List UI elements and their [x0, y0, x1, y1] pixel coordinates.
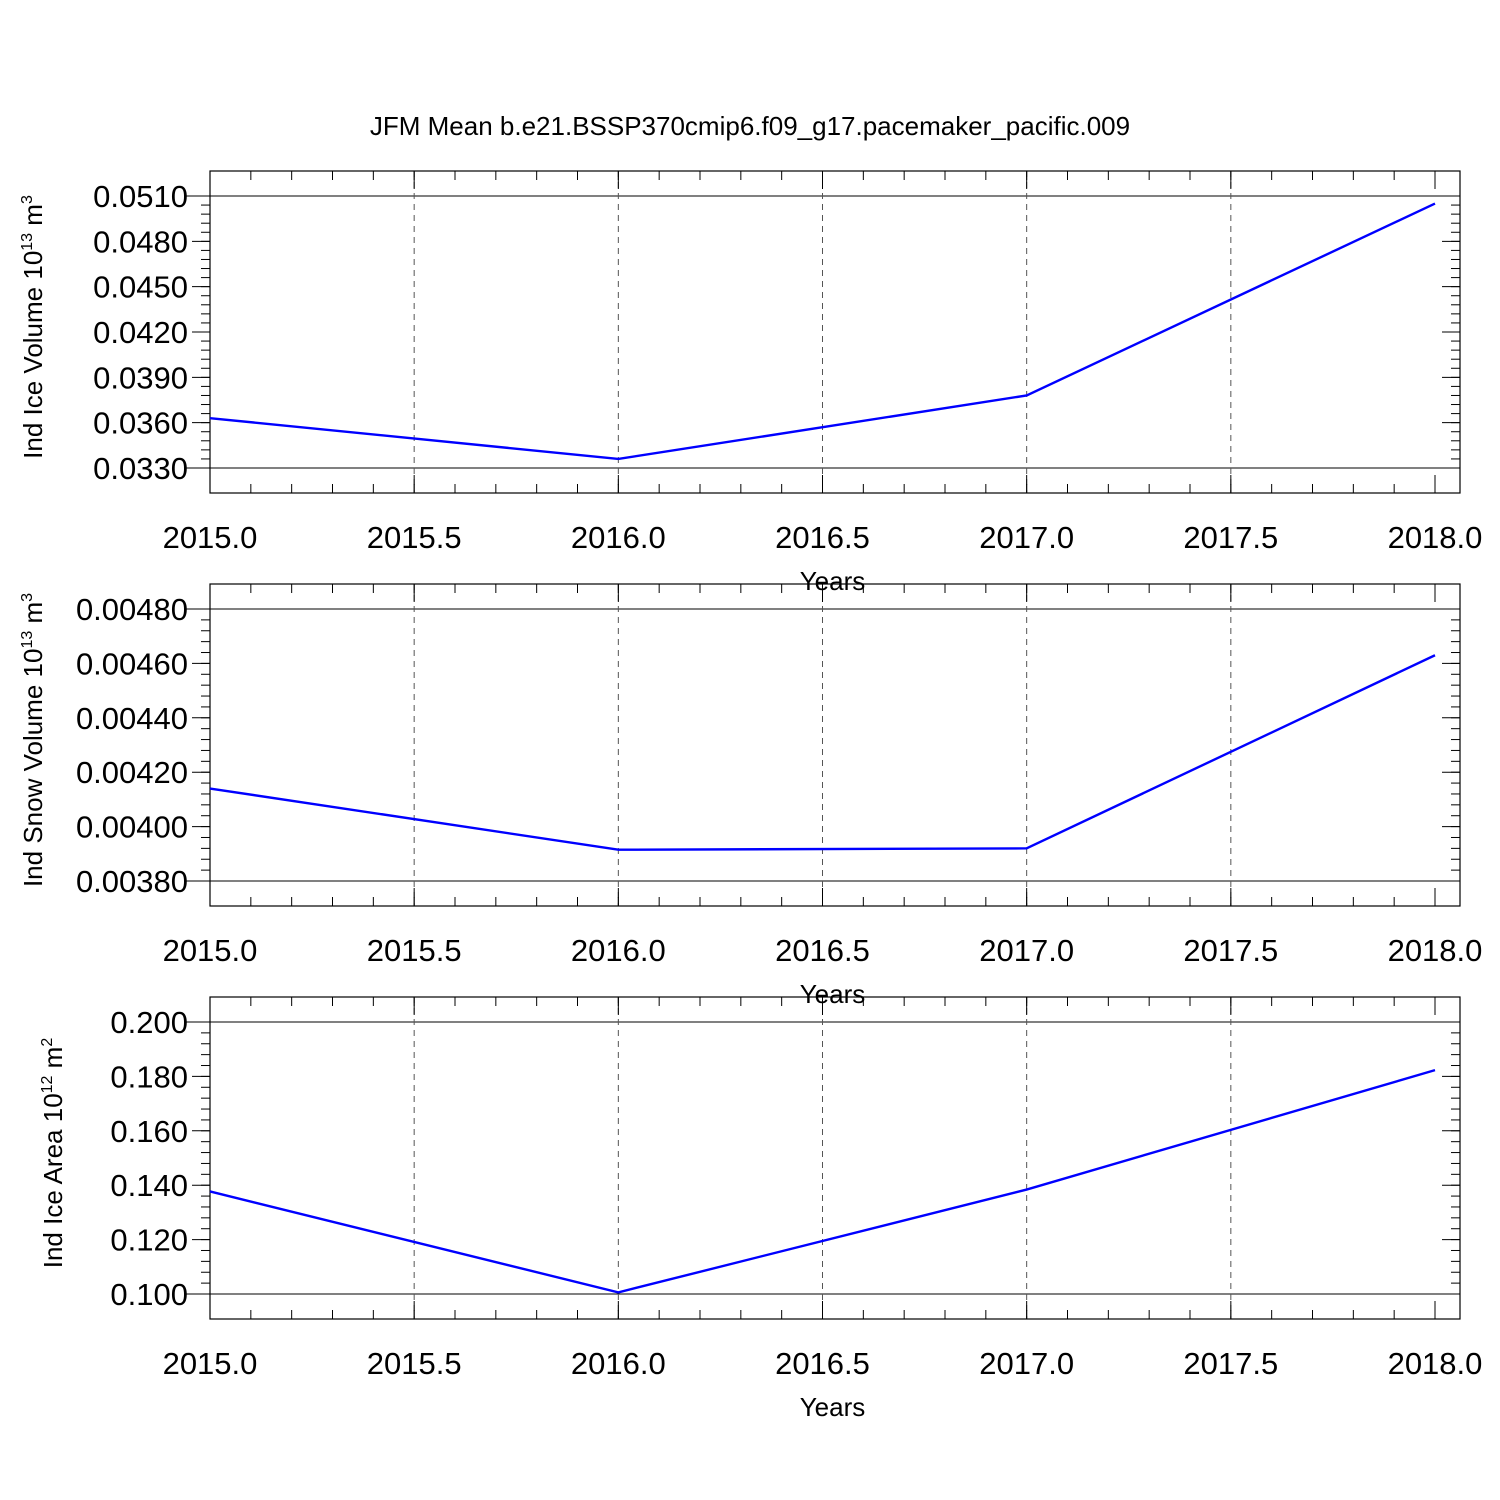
chart-panel-1: 2015.0 2015.5 2016.0 2016.5 2017.0 2017.5 2018…: [18, 170, 1483, 596]
y-axis-title-base: Ind Ice Volume 10: [18, 251, 48, 459]
y-tick-label: 0.160: [110, 1114, 188, 1149]
y-tick-label: 0.0450: [93, 270, 188, 305]
series-line-1: [209, 1068, 1436, 1294]
x-tick-label: 2015.0: [163, 933, 258, 968]
figure-title: JFM Mean b.e21.BSSP370cmip6.f09_g17.pace…: [370, 111, 1130, 141]
y-tick-label: 0.00480: [76, 592, 188, 627]
y-tick-label: 0.120: [110, 1223, 188, 1258]
x-tick-label: 2016.0: [571, 933, 666, 968]
y-axis-title-unit-exponent: 3: [19, 593, 36, 602]
y-tick-label: 0.0390: [93, 360, 188, 395]
x-axis-title: Years: [800, 979, 866, 1009]
x-tick-label: 2017.5: [1183, 520, 1278, 555]
x-tick-label: 2017.5: [1183, 933, 1278, 968]
series-line-1: [209, 202, 1436, 461]
y-axis-title-unit: m: [18, 602, 48, 631]
x-tick-label: 2016.0: [571, 1346, 666, 1381]
y-tick-label: 0.00460: [76, 646, 188, 681]
y-axis-title-unit-exponent: 2: [39, 1038, 56, 1047]
y-tick-label: 0.0420: [93, 315, 188, 350]
y-axis-title-base: Ind Snow Volume 10: [18, 649, 48, 888]
y-axis-title: Ind Snow Volume 1013 m3: [18, 593, 48, 887]
x-tick-label: 2017.0: [979, 933, 1074, 968]
y-axis-title: Ind Ice Volume 1013 m3: [18, 195, 48, 459]
y-tick-label: 0.0360: [93, 406, 188, 441]
x-tick-label: 2018.0: [1388, 520, 1483, 555]
chart-panel-2: 2015.0 2015.5 2016.0 2016.5 2017.0 2017.5 2018…: [18, 583, 1483, 1009]
plot-frame: [209, 996, 1461, 1320]
x-tick-label: 2016.5: [775, 1346, 870, 1381]
y-axis-title-unit-exponent: 3: [19, 195, 36, 204]
x-tick-label: 2016.5: [775, 520, 870, 555]
x-tick-label: 2016.5: [775, 933, 870, 968]
x-tick-label: 2017.0: [979, 520, 1074, 555]
x-tick-label: 2015.0: [163, 520, 258, 555]
plot-frame: [209, 170, 1461, 494]
y-tick-label: 0.200: [110, 1005, 188, 1040]
x-tick-label: 2017.5: [1183, 1346, 1278, 1381]
x-tick-label: 2017.0: [979, 1346, 1074, 1381]
y-tick-label: 0.140: [110, 1168, 188, 1203]
y-axis-title-exponent: 12: [39, 1075, 56, 1093]
y-tick-label: 0.0330: [93, 451, 188, 486]
x-axis-title: Years: [800, 1392, 866, 1422]
chart-panel-3: 2015.0 2015.5 2016.0 2016.5 2017.0 2017.5 2018…: [38, 996, 1483, 1422]
series-line-1: [209, 654, 1436, 851]
y-tick-label: 0.0510: [93, 179, 188, 214]
y-axis-title-unit: m: [18, 204, 48, 233]
y-tick-label: 0.00420: [76, 755, 188, 790]
x-tick-label: 2015.5: [367, 520, 462, 555]
y-axis-title-exponent: 13: [19, 631, 36, 649]
y-axis-title-unit: m: [38, 1047, 68, 1076]
x-tick-label: 2015.5: [367, 933, 462, 968]
y-axis-title: Ind Ice Area 1012 m2: [38, 1038, 68, 1269]
x-tick-label: 2018.0: [1388, 933, 1483, 968]
x-tick-label: 2015.0: [163, 1346, 258, 1381]
plot-frame: [209, 583, 1461, 907]
y-axis-title-base: Ind Ice Area 10: [38, 1093, 68, 1268]
y-tick-label: 0.00380: [76, 864, 188, 899]
y-tick-label: 0.00400: [76, 810, 188, 845]
y-axis-title-exponent: 13: [19, 233, 36, 251]
x-axis-title: Years: [800, 566, 866, 596]
y-tick-label: 0.180: [110, 1059, 188, 1094]
x-tick-label: 2016.0: [571, 520, 666, 555]
y-tick-label: 0.0480: [93, 224, 188, 259]
y-tick-label: 0.100: [110, 1277, 188, 1312]
x-tick-label: 2015.5: [367, 1346, 462, 1381]
y-tick-label: 0.00440: [76, 701, 188, 736]
x-tick-label: 2018.0: [1388, 1346, 1483, 1381]
